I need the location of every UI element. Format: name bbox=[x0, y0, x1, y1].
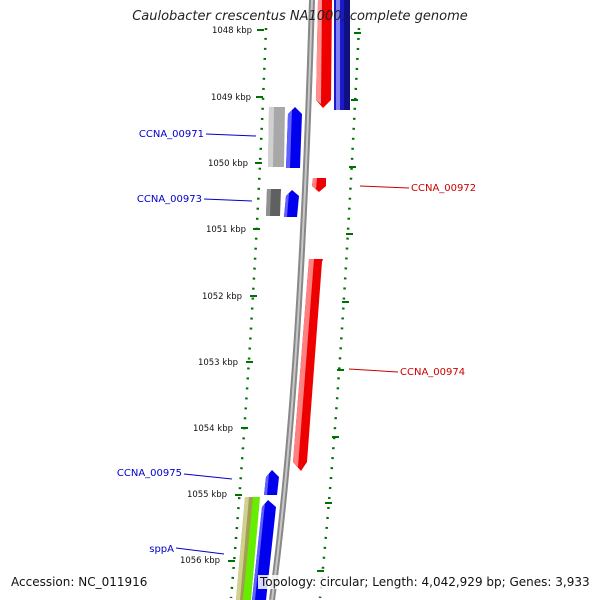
gene-labels: CCNA_00971 CCNA_00972 CCNA_00973 CCNA_00… bbox=[117, 129, 476, 555]
accession-text: Accession: NC_011916 bbox=[9, 575, 150, 589]
genome-summary: Topology: circular; Length: 4,042,929 bp… bbox=[258, 575, 592, 589]
gene-label-CCNA_00973[interactable]: CCNA_00973 bbox=[137, 194, 202, 205]
scale-label: 1050 kbp bbox=[208, 159, 248, 169]
map-title: Caulobacter crescentus NA1000, complete … bbox=[132, 9, 468, 24]
left-dotted-ruler bbox=[229, 27, 268, 599]
gene-CCNA_00975[interactable] bbox=[264, 470, 279, 495]
scale-label: 1052 kbp bbox=[202, 292, 242, 302]
gene-label-CCNA_00974[interactable]: CCNA_00974 bbox=[400, 367, 465, 378]
scale-label: 1049 kbp bbox=[211, 93, 251, 103]
scale-label: 1051 kbp bbox=[206, 225, 246, 235]
scale-label: 1048 kbp bbox=[212, 26, 252, 36]
gene-CCNA_00974[interactable] bbox=[293, 259, 323, 471]
scale-ticks bbox=[228, 29, 264, 562]
scale-label: 1055 kbp bbox=[187, 490, 227, 500]
scale-labels: 1048 kbp 1049 kbp 1050 kbp 1051 kbp 1052… bbox=[180, 26, 252, 566]
feature-top-reverse[interactable] bbox=[316, 0, 332, 108]
gene-CCNA_00971[interactable] bbox=[286, 107, 302, 168]
gene-CCNA_00972[interactable] bbox=[312, 178, 326, 192]
genome-backbone-highlight bbox=[271, 0, 313, 600]
gene-label-sppA[interactable]: sppA bbox=[149, 544, 174, 555]
gene-CCNA_00973[interactable] bbox=[284, 190, 299, 217]
gene-label-CCNA_00975[interactable]: CCNA_00975 bbox=[117, 468, 182, 479]
feature-green[interactable] bbox=[243, 497, 260, 600]
leader-lines bbox=[175, 133, 410, 555]
scale-ticks-outer bbox=[317, 32, 361, 572]
feature-gray-00971[interactable] bbox=[268, 107, 285, 167]
scale-label: 1056 kbp bbox=[180, 556, 220, 566]
feature-dark-00973[interactable] bbox=[266, 189, 281, 216]
right-dotted-ruler bbox=[318, 27, 361, 599]
gene-label-CCNA_00971[interactable]: CCNA_00971 bbox=[139, 129, 204, 140]
scale-label: 1053 kbp bbox=[198, 358, 238, 368]
feature-top-forward[interactable] bbox=[334, 0, 350, 110]
scale-label: 1054 kbp bbox=[193, 424, 233, 434]
gene-label-CCNA_00972[interactable]: CCNA_00972 bbox=[411, 183, 476, 194]
